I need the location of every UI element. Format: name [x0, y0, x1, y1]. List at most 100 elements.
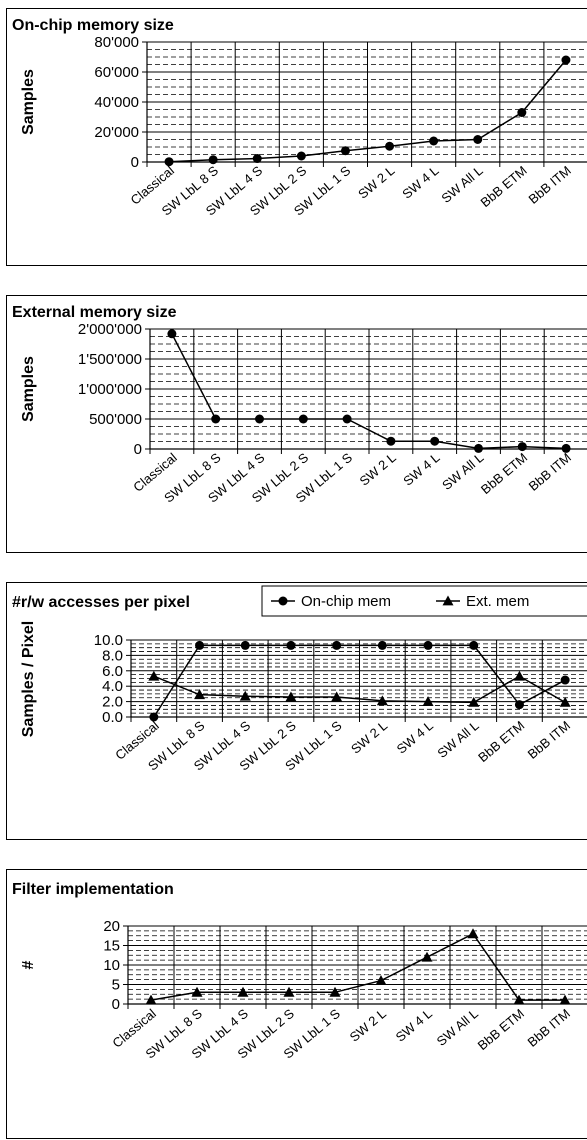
- category-label: BbB ETM: [475, 1006, 527, 1053]
- category-label: SW 4 L: [394, 718, 436, 757]
- chart-title: On-chip memory size: [12, 17, 174, 34]
- y-tick-label: 0: [112, 996, 120, 1013]
- y-axis-title: Samples: [20, 69, 37, 135]
- circle-point: [561, 55, 571, 65]
- circle-point: [429, 136, 439, 146]
- triangle-point: [148, 670, 160, 681]
- chart-rw-accesses: #r/w accesses per pixel 0.02.04.06.08.010…: [12, 585, 587, 774]
- circle-point: [286, 640, 296, 650]
- triangle-point: [559, 994, 571, 1005]
- y-tick-label: 20'000: [94, 124, 139, 141]
- triangle-point: [375, 975, 387, 985]
- y-tick-label: 5: [112, 977, 120, 994]
- circle-point: [469, 640, 479, 650]
- circle-point: [298, 414, 308, 424]
- chart-filter-implementation: Filter implementation05101520ClassicalSW…: [12, 881, 587, 1062]
- category-label: BbB ITM: [525, 163, 573, 207]
- legend-marker: [442, 595, 454, 606]
- triangle-point: [283, 986, 295, 997]
- y-tick-label: 1'000'000: [78, 381, 142, 398]
- y-tick-label: 500'000: [89, 411, 142, 428]
- gridlines: [147, 41, 587, 163]
- circle-point: [195, 640, 205, 650]
- chart-external-memory: External memory size 0 500'000 1'000'000 1'5…: [12, 304, 587, 506]
- category-label: BbB ETM: [478, 163, 530, 210]
- category-label: SW 4 L: [393, 1006, 435, 1045]
- circle-point: [296, 151, 306, 161]
- y-axis-title: #: [20, 960, 37, 969]
- chart-panel-filter-implementation: Filter implementation 0 5 10 15 20 Classical SW…: [6, 869, 587, 1139]
- triangle-point: [329, 986, 341, 997]
- chart-onchip-memory: On-chip memory size 0 20'000 40'000 60'000 80…: [12, 17, 587, 219]
- category-label: SW 4 L: [399, 163, 441, 202]
- circle-point: [385, 141, 395, 151]
- series-0: [167, 329, 571, 453]
- circle-point: [517, 108, 527, 117]
- series-line: [171, 333, 567, 450]
- circle-point: [167, 329, 177, 339]
- y-tick-label: 40'000: [94, 94, 139, 111]
- y-tick-label: 15: [103, 938, 120, 955]
- series-line: [153, 675, 566, 704]
- y-tick-label: 10.0: [94, 632, 123, 649]
- circle-point: [340, 146, 350, 156]
- legend-box: [261, 585, 587, 617]
- triangle-point: [239, 690, 251, 701]
- legend-label: Ext. mem: [466, 593, 529, 610]
- circle-point: [332, 640, 342, 650]
- chart-title: External memory size: [12, 304, 177, 321]
- triangle-point: [331, 691, 343, 702]
- circle-point: [164, 157, 174, 167]
- circle-point: [149, 712, 159, 722]
- triangle-point: [376, 695, 388, 706]
- circle-point: [342, 414, 352, 424]
- circle-point: [252, 154, 262, 164]
- circle-point: [211, 414, 221, 424]
- y-tick-label: 60'000: [94, 64, 139, 81]
- circle-point: [561, 443, 571, 453]
- chart-panel-rw-accesses: #r/w accesses per pixel 0.0 2.0 4.0 6.0 8.0 10…: [6, 582, 587, 840]
- chart-title: Filter implementation: [12, 881, 174, 898]
- circle-point: [474, 443, 483, 453]
- triangle-point: [145, 994, 157, 1005]
- circle-point: [514, 700, 524, 710]
- triangle-point: [191, 986, 203, 997]
- y-tick-label: 0: [131, 154, 139, 171]
- category-label: BbB ITM: [525, 1006, 573, 1050]
- triangle-point: [422, 696, 434, 706]
- y-tick-label: 6.0: [102, 663, 123, 680]
- legend: On-chip mem Ext. mem: [261, 585, 587, 617]
- circle-point: [430, 436, 440, 446]
- category-label: SW 4 L: [400, 450, 442, 489]
- series-0: [164, 55, 571, 167]
- triangle-point: [421, 951, 433, 962]
- circle-point: [423, 640, 433, 650]
- y-tick-label: 0.0: [102, 709, 123, 726]
- triangle-point: [237, 986, 249, 997]
- y-axis-title: Samples / Pixel: [20, 621, 37, 738]
- category-label: BbB ETM: [478, 450, 530, 497]
- y-tick-label: 1'500'000: [78, 351, 142, 368]
- series-0: [145, 928, 571, 1005]
- series-line: [169, 59, 567, 163]
- chart-panel-external-memory: External memory size 0 500'000 1'000'000 1'5…: [6, 295, 587, 553]
- circle-point: [473, 135, 483, 144]
- y-tick-label: 0: [134, 441, 142, 458]
- y-tick-label: 2'000'000: [78, 321, 142, 338]
- category-label: SW 2 L: [348, 718, 390, 757]
- triangle-point: [513, 994, 525, 1005]
- triangle-point: [285, 691, 297, 702]
- y-tick-label: 4.0: [102, 678, 123, 695]
- category-label: SW 2 L: [357, 450, 399, 489]
- y-tick-label: 2.0: [102, 694, 123, 711]
- chart-title: #r/w accesses per pixel: [12, 594, 190, 611]
- series-ext-mem: [148, 670, 571, 707]
- triangle-point: [559, 696, 571, 707]
- y-axis-title: Samples: [20, 356, 37, 422]
- triangle-point: [467, 928, 479, 939]
- y-tick-label: 20: [103, 918, 120, 935]
- series-on-chip-mem: [149, 640, 570, 722]
- triangle-point: [194, 689, 206, 700]
- circle-point: [517, 442, 527, 452]
- y-tick-label: 10: [103, 957, 120, 974]
